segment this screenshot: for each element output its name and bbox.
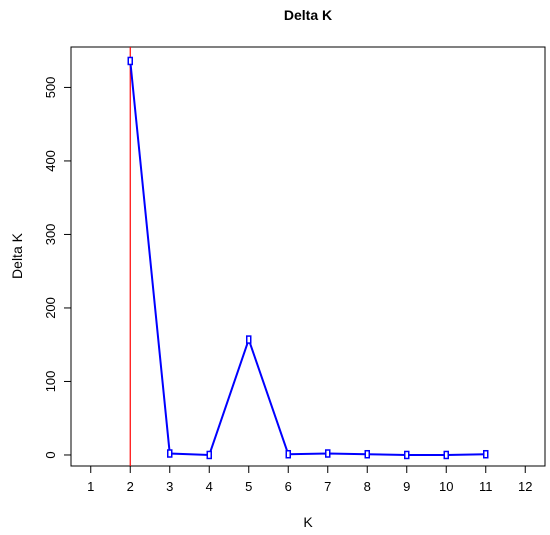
x-tick-label-3: 3 xyxy=(166,479,173,494)
delta-k-points xyxy=(127,56,489,460)
data-point-k6 xyxy=(285,449,291,459)
data-point-k8 xyxy=(364,449,370,459)
data-point-k9 xyxy=(404,450,410,460)
y-tick-label-500: 500 xyxy=(43,77,58,99)
y-tick-label-300: 300 xyxy=(43,224,58,246)
data-point-k5 xyxy=(246,335,252,344)
y-tick-label-400: 400 xyxy=(43,150,58,172)
data-point-k2 xyxy=(127,56,133,66)
plot-frame xyxy=(70,46,546,467)
x-tick-label-7: 7 xyxy=(324,479,331,494)
x-tick-label-4: 4 xyxy=(206,479,213,494)
x-axis: 1 2 3 4 5 6 7 8 9 10 11 12 xyxy=(87,466,532,494)
x-tick-label-5: 5 xyxy=(245,479,252,494)
chart-title: Delta K xyxy=(284,7,332,23)
y-tick-label-100: 100 xyxy=(43,371,58,393)
data-point-k10 xyxy=(443,450,449,460)
delta-k-series-line xyxy=(129,60,486,457)
data-point-k4 xyxy=(206,450,212,460)
x-tick-label-2: 2 xyxy=(127,479,134,494)
x-tick-label-9: 9 xyxy=(403,479,410,494)
x-axis-label: K xyxy=(303,514,313,530)
y-tick-label-200: 200 xyxy=(43,297,58,319)
x-tick-label-6: 6 xyxy=(285,479,292,494)
y-axis-label: Delta K xyxy=(9,232,25,279)
x-tick-label-1: 1 xyxy=(87,479,94,494)
x-tick-label-11: 11 xyxy=(479,479,493,494)
x-tick-label-8: 8 xyxy=(364,479,371,494)
x-tick-label-10: 10 xyxy=(439,479,453,494)
data-point-k3 xyxy=(167,449,173,458)
x-tick-label-12: 12 xyxy=(518,479,532,494)
y-axis: 0 100 200 300 400 500 xyxy=(43,77,71,459)
y-tick-label-0: 0 xyxy=(43,451,58,458)
data-point-k11 xyxy=(483,449,489,459)
data-point-k7 xyxy=(325,449,331,458)
